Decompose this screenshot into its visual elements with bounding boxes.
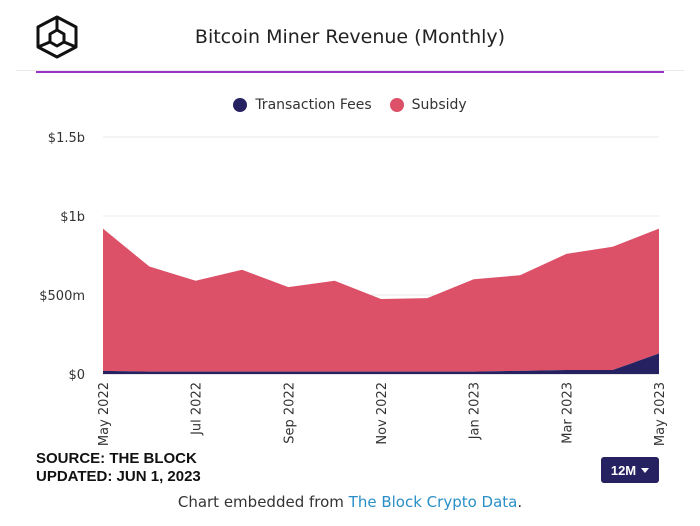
y-tick-label: $0 (68, 368, 85, 383)
footer-link[interactable]: The Block Crypto Data (348, 493, 518, 511)
source-label: SOURCE: THE BLOCK (36, 450, 197, 467)
x-tick-label: Sep 2022 (282, 382, 297, 444)
legend-label-transaction-fees: Transaction Fees (255, 97, 372, 113)
updated-label: UPDATED: JUN 1, 2023 (36, 468, 201, 485)
chart-title: Bitcoin Miner Revenue (Monthly) (194, 26, 506, 48)
y-tick-label: $1.5b (48, 131, 85, 146)
x-tick-label: May 2023 (653, 382, 668, 446)
series-area-transaction-fees (103, 353, 659, 374)
legend-marker-transaction-fees (233, 98, 248, 112)
header: Bitcoin Miner Revenue (Monthly) (0, 0, 700, 74)
x-tick-label: Jan 2023 (468, 382, 483, 440)
accent-divider (36, 71, 664, 73)
x-tick-label: May 2022 (97, 382, 112, 446)
legend-marker-subsidy (389, 98, 404, 112)
header-divider (16, 70, 684, 71)
source-block: SOURCE: THE BLOCK UPDATED: JUN 1, 2023 (36, 450, 201, 486)
legend: Transaction Fees Subsidy (0, 97, 700, 113)
caret-down-icon (641, 467, 650, 473)
the-block-logo (36, 15, 78, 59)
legend-item-subsidy[interactable]: Subsidy (389, 97, 467, 113)
footer: Chart embedded from The Block Crypto Dat… (0, 493, 700, 511)
range-dropdown-button[interactable]: 12M (601, 457, 659, 483)
series-area-subsidy (103, 228, 659, 372)
x-tick-label: Nov 2022 (375, 382, 390, 445)
footer-prefix: Chart embedded from (177, 493, 349, 511)
footer-suffix: . (517, 493, 523, 511)
x-tick-label: Mar 2023 (560, 382, 575, 444)
y-tick-label: $500m (39, 289, 85, 304)
y-tick-label: $1b (60, 210, 85, 225)
range-label: 12M (610, 462, 637, 478)
legend-label-subsidy: Subsidy (411, 97, 467, 113)
x-tick-label: Jul 2022 (190, 382, 205, 436)
legend-item-transaction-fees[interactable]: Transaction Fees (233, 97, 372, 113)
